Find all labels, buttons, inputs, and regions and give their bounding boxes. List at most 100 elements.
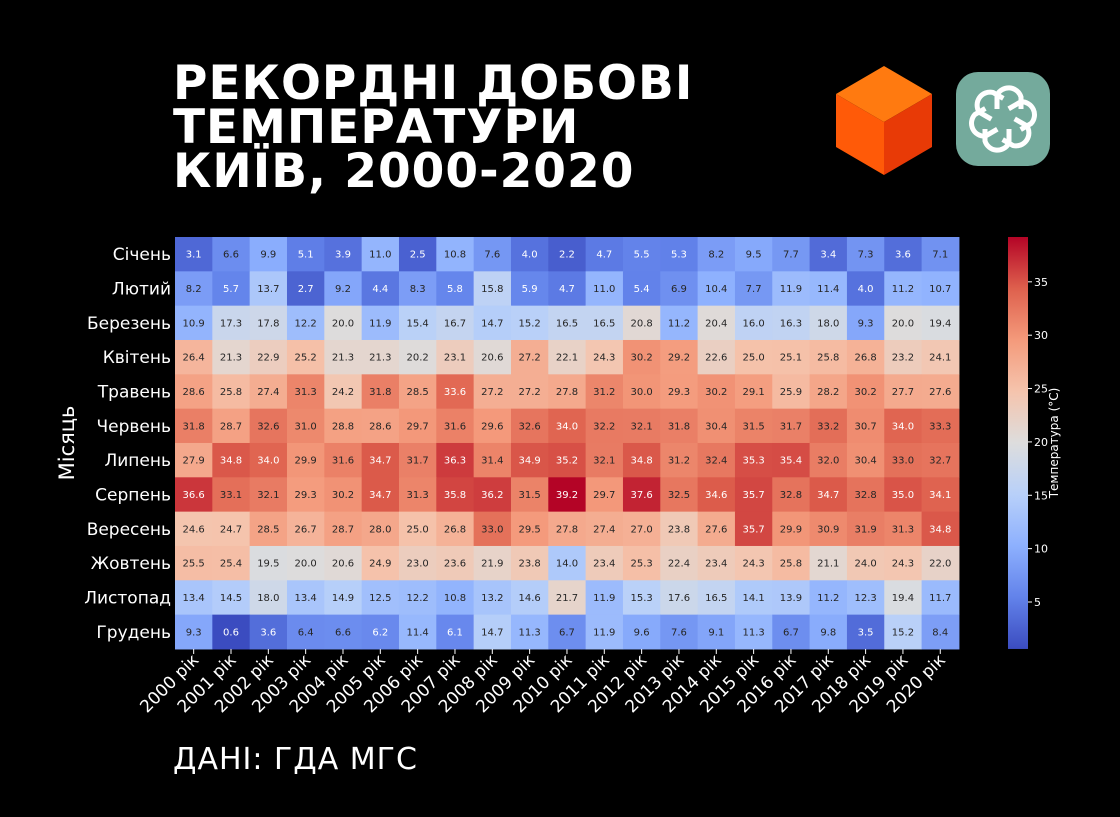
heatmap-cell xyxy=(660,442,699,478)
cell-value-label: 24.6 xyxy=(183,524,205,535)
cell-value-label: 33.2 xyxy=(817,421,839,432)
heatmap-cell xyxy=(212,477,251,513)
title-line-1: РЕКОРДНІ ДОБОВІ xyxy=(173,56,694,111)
cell-value-label: 34.0 xyxy=(892,421,914,432)
heatmap-cell xyxy=(585,511,624,547)
cell-value-label: 5.4 xyxy=(634,284,650,295)
cell-value-label: 12.3 xyxy=(854,593,876,604)
cell-value-label: 5.7 xyxy=(223,284,239,295)
cell-value-label: 23.1 xyxy=(444,353,466,364)
heatmap-cell xyxy=(324,305,363,341)
cell-value-label: 32.7 xyxy=(929,456,951,467)
cell-value-label: 22.6 xyxy=(705,353,727,364)
month-label: Жовтень xyxy=(91,554,171,574)
heatmap-cell xyxy=(212,305,251,341)
heatmap-cell xyxy=(510,511,549,547)
heatmap-cell xyxy=(585,614,624,650)
heatmap-cell xyxy=(286,408,325,444)
heatmap-cell xyxy=(398,477,437,513)
cell-value-label: 11.9 xyxy=(593,627,615,638)
heatmap-cell xyxy=(921,545,960,581)
cell-value-label: 34.0 xyxy=(556,421,578,432)
heatmap-cell xyxy=(660,271,699,307)
heatmap-cell xyxy=(772,580,811,616)
month-label: Листопад xyxy=(84,588,171,608)
colorbar-tick-label: 15 xyxy=(1034,489,1048,502)
month-label: Липень xyxy=(104,451,171,471)
month-label: Березень xyxy=(87,314,171,334)
heatmap-cell xyxy=(324,374,363,410)
heatmap-cell xyxy=(809,408,848,444)
heatmap-cell xyxy=(361,614,400,650)
cell-value-label: 31.6 xyxy=(444,421,466,432)
heatmap-cell xyxy=(510,237,549,272)
heatmap-cell xyxy=(734,477,773,513)
heatmap-cell xyxy=(286,271,325,307)
y-axis-label: Місяць xyxy=(55,406,79,481)
heatmap-cell xyxy=(884,614,923,650)
cell-value-label: 32.6 xyxy=(257,421,279,432)
cell-value-label: 11.3 xyxy=(519,627,541,638)
heatmap-cell xyxy=(622,271,661,307)
colorbar-tick-label: 20 xyxy=(1034,436,1048,449)
heatmap-cell xyxy=(398,374,437,410)
cell-value-label: 24.0 xyxy=(854,559,876,570)
heatmap-cell xyxy=(622,580,661,616)
heatmap-cell xyxy=(286,237,325,272)
cell-value-label: 11.9 xyxy=(780,284,802,295)
cell-value-label: 24.2 xyxy=(332,387,354,398)
heatmap-cell xyxy=(473,442,512,478)
cell-value-label: 15.2 xyxy=(892,627,914,638)
heatmap-cell xyxy=(249,237,288,272)
heatmap-cell xyxy=(809,580,848,616)
cell-value-label: 27.2 xyxy=(519,353,541,364)
cell-value-label: 2.7 xyxy=(298,284,314,295)
cell-value-label: 22.0 xyxy=(929,559,951,570)
heatmap-cell xyxy=(772,511,811,547)
heatmap-cell xyxy=(548,477,587,513)
cell-value-label: 29.9 xyxy=(780,524,802,535)
cell-value-label: 9.5 xyxy=(746,250,762,261)
heatmap-cell xyxy=(361,408,400,444)
heatmap-cell xyxy=(175,477,213,513)
heatmap-cell xyxy=(361,511,400,547)
heatmap-cell xyxy=(175,374,213,410)
heatmap-cell xyxy=(436,580,475,616)
heatmap-cell xyxy=(436,545,475,581)
cell-value-label: 0.6 xyxy=(223,627,239,638)
cell-value-label: 11.2 xyxy=(817,593,839,604)
heatmap-cell xyxy=(212,271,251,307)
cell-value-label: 34.7 xyxy=(369,490,391,501)
cell-value-label: 37.6 xyxy=(630,490,652,501)
month-label: Вересень xyxy=(87,520,171,540)
heatmap-cell xyxy=(212,614,251,650)
cell-value-label: 19.5 xyxy=(257,559,279,570)
cell-value-label: 31.5 xyxy=(519,490,541,501)
heatmap-cell xyxy=(249,614,288,650)
cell-value-label: 2.2 xyxy=(559,250,575,261)
cell-value-label: 27.0 xyxy=(630,524,652,535)
heatmap-cell xyxy=(585,580,624,616)
heatmap-cell xyxy=(175,339,213,375)
heatmap-cell xyxy=(846,614,885,650)
cell-value-label: 25.3 xyxy=(630,559,652,570)
heatmap-cell xyxy=(398,511,437,547)
heatmap-cell xyxy=(436,271,475,307)
cell-value-label: 7.6 xyxy=(484,250,500,261)
openai-logo-icon xyxy=(956,72,1050,166)
cell-value-label: 32.2 xyxy=(593,421,615,432)
heatmap-cell xyxy=(286,442,325,478)
cell-value-label: 32.6 xyxy=(519,421,541,432)
cell-value-label: 9.2 xyxy=(335,284,351,295)
cell-value-label: 33.0 xyxy=(892,456,914,467)
cell-value-label: 23.8 xyxy=(519,559,541,570)
cell-value-label: 28.5 xyxy=(407,387,429,398)
cell-value-label: 30.2 xyxy=(854,387,876,398)
cell-value-label: 23.4 xyxy=(705,559,727,570)
heatmap-cell xyxy=(398,545,437,581)
cell-value-label: 27.8 xyxy=(556,387,578,398)
heatmap-cell xyxy=(361,271,400,307)
heatmap-cell xyxy=(921,374,960,410)
heatmap-cell xyxy=(660,374,699,410)
heatmap-cell xyxy=(884,511,923,547)
